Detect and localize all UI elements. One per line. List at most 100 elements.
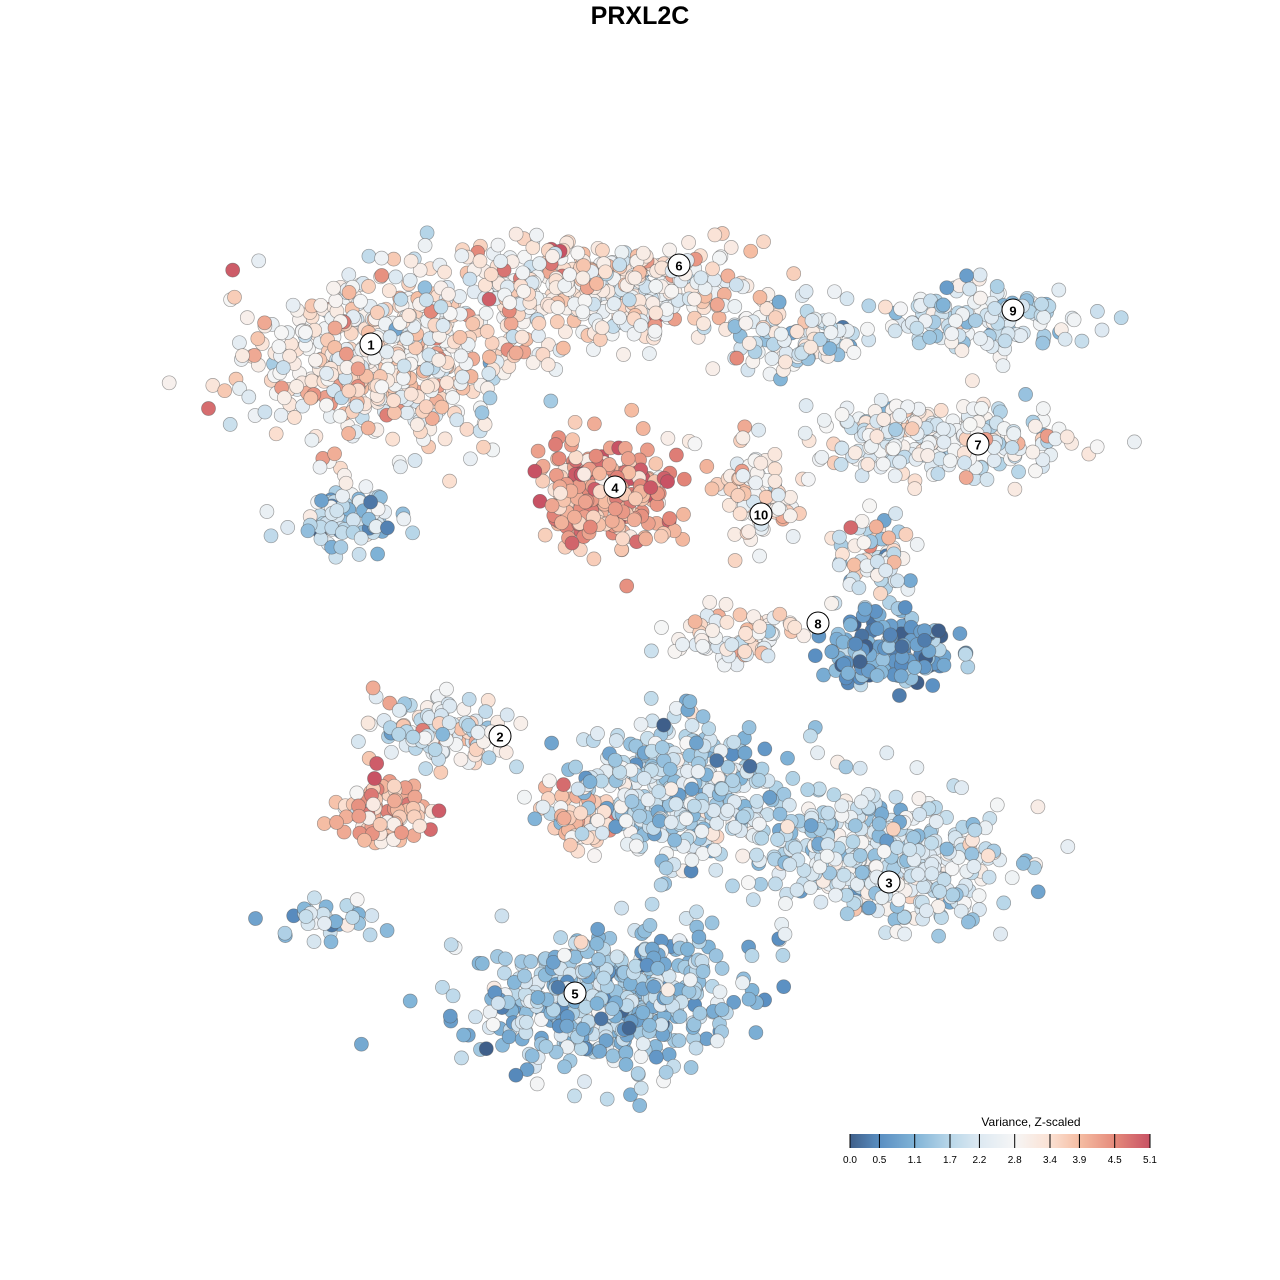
data-point-cluster-4 (564, 535, 580, 551)
data-point-cluster-1 (268, 426, 284, 442)
data-point-cluster-3 (891, 892, 907, 908)
data-point-cluster-3 (964, 846, 980, 862)
legend-colorbar (850, 1134, 1150, 1148)
data-point-cluster-8 (718, 597, 734, 612)
data-point-cluster-1 (452, 329, 468, 345)
data-point-cluster-3 (819, 848, 835, 864)
data-point-cluster-8 (925, 678, 941, 693)
data-point-cluster-3 (709, 753, 725, 768)
data-point-cluster-1 (161, 375, 177, 391)
data-point-cluster-7 (888, 506, 903, 521)
data-point-cluster-1 (222, 417, 238, 432)
data-point-cluster-1 (287, 410, 302, 425)
data-point-cluster-3 (707, 842, 723, 858)
data-point-cluster-3 (834, 798, 850, 814)
data-point-cluster-3 (871, 816, 887, 832)
data-point-cluster-3 (517, 789, 532, 805)
data-point-cluster-6 (529, 227, 544, 243)
data-point-cluster-3 (924, 866, 940, 882)
cluster-label-10: 10 (749, 502, 773, 526)
data-point-cluster-1 (482, 349, 497, 365)
data-point-cluster-3 (813, 894, 829, 910)
data-point-cluster-3 (876, 844, 892, 859)
data-point-cluster-6 (589, 276, 604, 291)
data-point-cluster-10 (748, 475, 764, 491)
data-point-cluster-8 (675, 637, 690, 652)
data-point-cluster-5 (557, 1059, 572, 1075)
data-point-cluster-5 (618, 1057, 634, 1072)
data-point-cluster-1 (326, 280, 341, 296)
data-point-cluster-5 (567, 1088, 582, 1104)
data-point-cluster-1 (393, 291, 409, 307)
data-point-cluster-10 (758, 489, 774, 505)
data-point-cluster-6 (729, 277, 744, 293)
data-point-cluster-1 (304, 432, 320, 448)
data-point-cluster-5 (741, 991, 757, 1007)
cluster-labels-layer: 1 6 4 10 9 7 8 2 3 5 (359, 253, 1025, 1005)
cluster-label-marker (1001, 298, 1025, 322)
data-point-cluster-4 (635, 421, 651, 436)
data-point-cluster-3 (736, 809, 751, 825)
data-point-cluster-1 (259, 504, 275, 519)
data-point-cluster-1 (385, 431, 401, 447)
data-point-cluster-8 (824, 644, 840, 660)
data-point-cluster-7 (798, 398, 814, 413)
data-point-cluster-5 (577, 962, 593, 978)
data-point-cluster-9 (1035, 335, 1051, 351)
data-point-cluster-2 (427, 742, 443, 757)
data-point-cluster-5 (598, 1033, 614, 1048)
data-point-cluster-7 (933, 403, 949, 418)
data-point-cluster-10 (687, 436, 703, 452)
data-point-cluster-3 (689, 735, 704, 751)
data-point-cluster-5 (501, 1029, 517, 1045)
data-point-cluster-1 (225, 262, 241, 278)
data-point-cluster-3 (1015, 856, 1031, 871)
data-point-cluster-3 (653, 877, 669, 893)
data-point-cluster-4 (527, 463, 543, 479)
data-point-cluster-1 (280, 520, 296, 535)
data-point-cluster-2 (418, 761, 434, 776)
data-point-cluster-5 (577, 1074, 592, 1089)
data-point-cluster-10 (735, 468, 751, 484)
data-point-cluster-7 (979, 472, 995, 487)
data-point-cluster-7 (862, 498, 877, 514)
data-point-cluster-1 (274, 325, 289, 341)
cluster-label-text: 8 (814, 617, 821, 632)
data-point-cluster-7 (833, 457, 849, 472)
data-point-cluster-2 (316, 816, 332, 831)
cluster-label-text: 6 (675, 259, 682, 274)
data-point-cluster-3 (651, 784, 667, 800)
data-point-cluster-3 (720, 759, 736, 775)
data-point-cluster-6 (570, 245, 586, 261)
cluster-label-marker (966, 432, 990, 456)
data-point-cluster-1 (437, 431, 453, 447)
data-point-cluster-6 (693, 270, 709, 286)
data-point-cluster-6 (503, 316, 519, 332)
data-point-cluster-1 (405, 525, 420, 541)
data-point-cluster-8 (883, 627, 898, 643)
data-point-cluster-9 (878, 299, 893, 315)
data-point-cluster-8 (816, 667, 831, 683)
legend-tick-label: 4.5 (1108, 1155, 1122, 1166)
data-point-cluster-5 (497, 965, 512, 981)
data-point-cluster-5 (494, 908, 510, 924)
data-point-cluster-8 (852, 654, 868, 669)
data-point-cluster-4 (626, 512, 642, 528)
data-point-cluster-1 (419, 361, 435, 377)
data-point-cluster-3 (643, 691, 659, 706)
data-point-cluster-5 (712, 984, 728, 1000)
data-point-cluster-6 (705, 261, 720, 277)
data-point-cluster-3 (624, 794, 640, 809)
data-point-cluster-7 (869, 429, 885, 444)
data-point-cluster-4 (551, 451, 567, 466)
data-point-cluster-8 (738, 626, 753, 641)
data-point-cluster-1 (479, 324, 495, 339)
data-point-cluster-1 (341, 383, 357, 399)
data-point-cluster-3 (542, 773, 557, 789)
data-point-cluster-3 (656, 717, 672, 733)
data-point-cluster-7 (881, 530, 897, 546)
data-point-cluster-7 (860, 456, 876, 472)
data-point-cluster-1 (313, 297, 329, 313)
data-point-cluster-5 (530, 990, 546, 1005)
data-point-cluster-7 (909, 537, 925, 552)
